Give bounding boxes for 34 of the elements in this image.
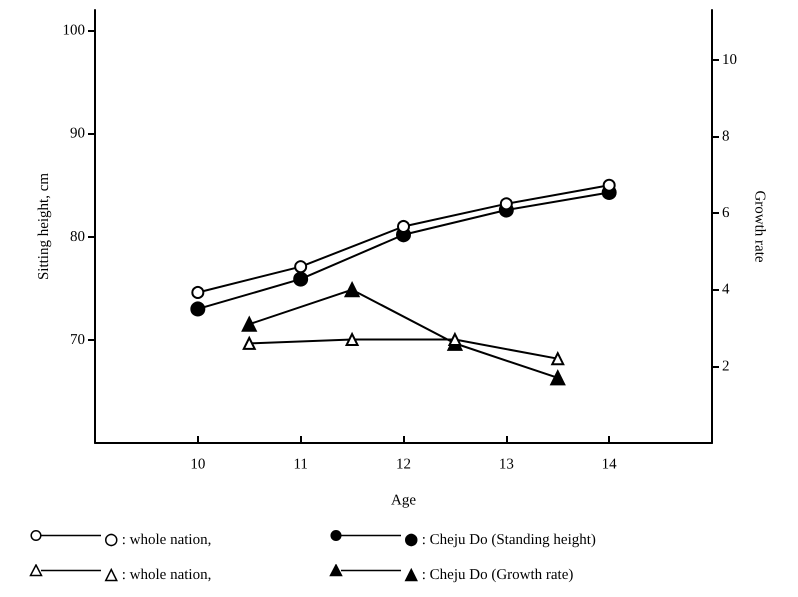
y2-tick-label: 2 <box>722 358 730 374</box>
point <box>346 333 359 346</box>
y2-tick-label: 8 <box>722 128 730 144</box>
legend-label: : whole nation, <box>122 567 212 583</box>
y-tick-label: 70 <box>70 332 85 348</box>
point <box>602 178 616 192</box>
point <box>500 197 513 210</box>
y-axis-title: Sitting height, cm <box>36 172 52 280</box>
x-tick-label: 14 <box>602 456 618 472</box>
point <box>242 316 257 332</box>
x-tick-label: 11 <box>293 456 308 472</box>
x-tick-label: 13 <box>498 456 514 472</box>
y-tick-label: 80 <box>70 228 85 245</box>
point <box>191 286 204 299</box>
y2-axis-title: Growth rate <box>752 190 768 263</box>
point <box>294 260 308 274</box>
point <box>448 333 462 346</box>
point <box>293 272 308 287</box>
point <box>551 352 564 366</box>
y2-tick-label: 4 <box>722 282 730 298</box>
y2-tick-label: 6 <box>722 205 730 222</box>
legend-label: : whole nation, <box>122 532 212 548</box>
point <box>344 282 360 298</box>
point <box>550 370 566 386</box>
x-axis-title: Age <box>391 492 416 508</box>
x-tick-label: 10 <box>190 456 206 472</box>
point <box>190 301 206 316</box>
y-tick-label: 100 <box>62 22 85 39</box>
y2-tick-label: 10 <box>722 52 737 68</box>
legend-label: : Cheju Do (Standing height) <box>422 532 596 548</box>
y-tick-label: 90 <box>70 126 85 142</box>
point <box>242 336 256 350</box>
x-tick-label: 12 <box>396 456 411 472</box>
legend-label: : Cheju Do (Growth rate) <box>422 567 574 583</box>
